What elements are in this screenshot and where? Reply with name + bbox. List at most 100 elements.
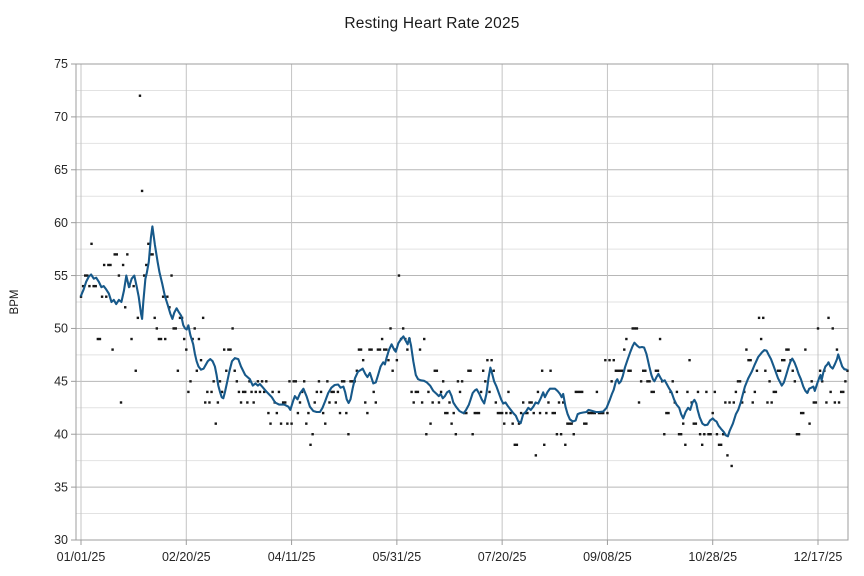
scatter-point bbox=[220, 390, 224, 394]
scatter-point bbox=[787, 348, 790, 351]
scatter-point bbox=[334, 401, 337, 404]
scatter-point bbox=[492, 369, 495, 372]
scatter-point bbox=[340, 380, 344, 383]
scatter-point bbox=[631, 327, 634, 330]
scatter-point bbox=[420, 401, 424, 404]
scatter-point bbox=[324, 422, 327, 425]
scatter-point bbox=[153, 316, 156, 320]
scatter-point bbox=[357, 348, 361, 351]
scatter-point bbox=[172, 327, 175, 330]
scatter-point bbox=[835, 348, 839, 351]
scatter-point bbox=[94, 284, 97, 288]
scatter-point bbox=[564, 443, 567, 446]
scatter-point bbox=[764, 369, 767, 372]
scatter-point bbox=[414, 390, 418, 394]
scatter-point bbox=[599, 411, 603, 415]
scatter-point bbox=[250, 390, 253, 394]
scatter-point bbox=[397, 274, 401, 277]
scatter-point bbox=[113, 253, 116, 256]
scatter-point bbox=[515, 443, 519, 446]
scatter-point bbox=[448, 401, 451, 404]
scatter-point bbox=[166, 295, 169, 298]
scatter-point bbox=[536, 390, 540, 394]
scatter-point bbox=[345, 411, 348, 415]
x-tick-label: 07/20/25 bbox=[478, 550, 527, 564]
scatter-point bbox=[692, 422, 695, 425]
scatter-point bbox=[465, 411, 468, 415]
scatter-point bbox=[336, 390, 340, 394]
scatter-point bbox=[258, 390, 262, 394]
scatter-point bbox=[745, 348, 748, 351]
scatter-point bbox=[195, 369, 199, 372]
scatter-point bbox=[652, 390, 655, 394]
scatter-point bbox=[347, 433, 350, 436]
scatter-point bbox=[326, 380, 329, 383]
scatter-point bbox=[176, 369, 180, 372]
scatter-point bbox=[538, 411, 542, 415]
scatter-point bbox=[500, 411, 504, 415]
scatter-point bbox=[804, 348, 807, 351]
scatter-point bbox=[608, 358, 611, 362]
scatter-point bbox=[206, 390, 209, 394]
scatter-point bbox=[543, 443, 546, 446]
scatter-point bbox=[648, 380, 651, 383]
scatter-point bbox=[559, 433, 563, 436]
scatter-point bbox=[429, 422, 432, 425]
scatter-point bbox=[770, 401, 773, 404]
scatter-point bbox=[161, 295, 165, 298]
scatter-point bbox=[239, 401, 243, 404]
scatter-point bbox=[713, 390, 717, 394]
scatter-point bbox=[562, 401, 565, 404]
scatter-point bbox=[423, 337, 426, 341]
scatter-point bbox=[269, 422, 272, 425]
scatter-point bbox=[620, 369, 624, 372]
scatter-point bbox=[444, 411, 447, 415]
y-axis-title-text: BPM bbox=[9, 289, 21, 315]
scatter-point bbox=[279, 422, 283, 425]
scatter-point bbox=[797, 433, 801, 436]
scatter-point bbox=[768, 380, 771, 383]
scatter-point bbox=[241, 390, 245, 394]
scatter-point bbox=[380, 337, 384, 341]
scatter-point bbox=[231, 327, 234, 330]
scatter-point bbox=[751, 401, 754, 404]
scatter-point bbox=[486, 358, 489, 362]
y-tick-label: 40 bbox=[54, 427, 68, 441]
scatter-point bbox=[555, 433, 559, 436]
scatter-point bbox=[265, 380, 268, 383]
scatter-point bbox=[277, 390, 281, 394]
scatter-point bbox=[458, 390, 462, 394]
scatter-point bbox=[229, 348, 232, 351]
scatter-point bbox=[778, 369, 782, 372]
scatter-point bbox=[374, 401, 377, 404]
scatter-point bbox=[694, 422, 698, 425]
y-tick-label: 50 bbox=[54, 322, 68, 336]
scatter-point bbox=[199, 358, 203, 362]
scatter-point bbox=[433, 369, 436, 372]
scatter-point bbox=[355, 369, 359, 372]
scatter-point bbox=[821, 380, 824, 383]
scatter-point bbox=[321, 411, 325, 415]
scatter-point bbox=[549, 369, 552, 372]
scatter-point bbox=[503, 422, 506, 425]
scatter-point bbox=[540, 369, 544, 372]
y-tick-label: 70 bbox=[54, 110, 68, 124]
scatter-point bbox=[793, 380, 797, 383]
scatter-point bbox=[235, 380, 239, 383]
scatter-point bbox=[193, 327, 196, 330]
scatter-point bbox=[602, 411, 605, 415]
scatter-point bbox=[349, 380, 352, 383]
x-tick-label: 01/01/25 bbox=[57, 550, 106, 564]
x-tick-label: 04/11/25 bbox=[268, 550, 316, 564]
scatter-point bbox=[722, 433, 725, 436]
scatter-point bbox=[81, 284, 85, 288]
scatter-point bbox=[124, 306, 127, 309]
scatter-point bbox=[96, 337, 100, 341]
scatter-point bbox=[305, 422, 308, 425]
scatter-point bbox=[625, 337, 628, 341]
y-tick-label: 65 bbox=[54, 163, 68, 177]
scatter-point bbox=[833, 401, 837, 404]
scatter-point bbox=[814, 401, 818, 404]
scatter-point bbox=[597, 411, 601, 415]
